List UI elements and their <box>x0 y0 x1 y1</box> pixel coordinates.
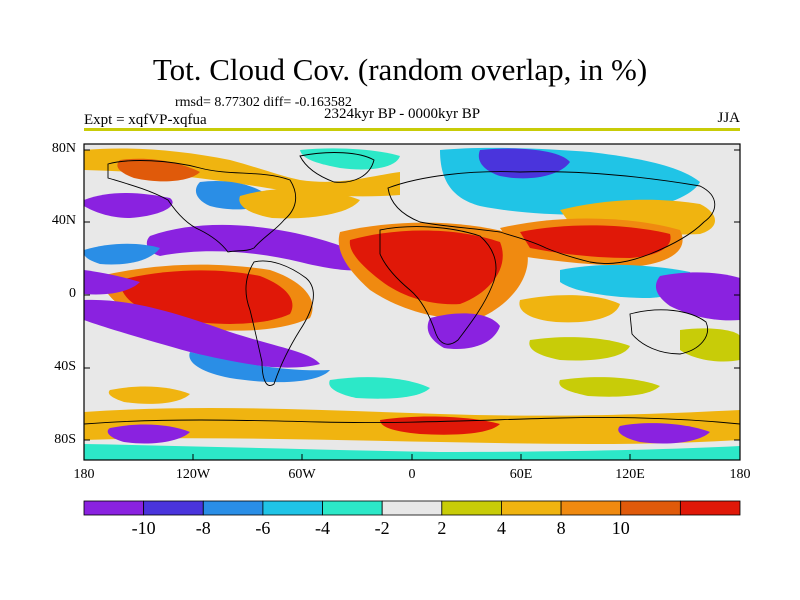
axis-ticks <box>83 149 741 460</box>
colorbar-box-4 <box>322 500 383 516</box>
coast-greenland <box>299 152 375 183</box>
colorbar-label-1: -8 <box>195 518 211 538</box>
period-label: 2324kyr BP - 0000kyr BP <box>324 106 481 122</box>
colorbar-box-10 <box>679 500 741 516</box>
contour-madagascar-violet <box>427 313 500 350</box>
colorbar-label-0: -10 <box>131 518 156 538</box>
contour-antarctic-violet-west <box>107 424 190 444</box>
lat-label-40s: 40S <box>54 359 76 374</box>
contour-greenland-cyan <box>300 148 400 170</box>
colorbar-box-1 <box>143 500 204 516</box>
experiment-label: Expt = xqfVP-xqfua <box>84 112 207 128</box>
lon-label-0: 0 <box>408 467 416 482</box>
contour-southern-yellow <box>559 377 660 397</box>
contour-eq-south-blue <box>189 352 330 383</box>
colorbar-box-7 <box>501 500 562 516</box>
colorbar-box-5 <box>381 500 443 516</box>
lon-label-120w: 120W <box>175 467 211 482</box>
colorbar-box-9 <box>620 500 681 516</box>
contour-southern-orange-a <box>108 386 190 404</box>
contour-eq-south-violet <box>84 299 320 368</box>
coast-antarctica <box>84 417 740 425</box>
colorbar-box-3 <box>262 500 323 516</box>
lat-label-80s: 80S <box>54 432 76 447</box>
colorbar-label-8: 10 <box>611 518 630 538</box>
coast-australia <box>629 309 708 355</box>
lon-label-60e: 60E <box>509 467 533 482</box>
colorbar-label-5: 2 <box>437 518 447 538</box>
lat-label-80n: 80N <box>51 141 76 156</box>
rmsd-diff-stats: rmsd= 8.77302 diff= -0.163582 <box>175 95 352 110</box>
lon-label-180w: 180 <box>73 467 95 482</box>
coast-eurasia <box>387 171 716 265</box>
figure-title: Tot. Cloud Cov. (random overlap, in %) <box>152 52 648 87</box>
season-label: JJA <box>717 110 740 126</box>
contour-asia-red <box>520 225 671 258</box>
colorbar-box-2 <box>202 500 264 516</box>
contour-tropical-band-violet <box>146 224 380 271</box>
contour-midlat-atlantic-orange <box>239 188 360 219</box>
contour-south-pacific-yellow <box>680 328 740 362</box>
contour-siberia-violet <box>478 148 570 179</box>
header-rule <box>84 128 740 131</box>
coast-north-america <box>107 160 297 253</box>
coast-africa <box>379 226 497 345</box>
colorbar-label-2: -6 <box>255 518 271 538</box>
lat-label-40n: 40N <box>51 213 76 228</box>
lat-label-eq: 0 <box>69 286 76 301</box>
contour-antarctic-cyan <box>84 444 740 460</box>
lon-label-120e: 120E <box>615 467 645 482</box>
contour-south-indian-yellow <box>529 337 630 361</box>
contour-antarctic-violet-east <box>618 423 710 444</box>
coastlines <box>84 152 740 425</box>
colorbar-box-8 <box>560 500 622 516</box>
colorbar-label-6: 4 <box>496 518 506 538</box>
contour-pacific-north-violet <box>84 193 173 218</box>
contour-equatorial-violet-west <box>84 270 140 295</box>
contour-tropical-band-blue <box>84 243 160 265</box>
colorbar-label-3: -4 <box>315 518 331 538</box>
colorbar-box-0 <box>83 500 145 516</box>
colorbar-label-4: -2 <box>374 518 390 538</box>
contour-indian-orange <box>519 295 620 323</box>
contour-west-pacific-violet <box>655 272 740 321</box>
contour-africa-red <box>349 230 503 305</box>
lon-label-60w: 60W <box>288 467 316 482</box>
coast-south-america <box>245 260 314 386</box>
colorbar <box>83 500 741 516</box>
contour-arctic-orange <box>84 148 400 197</box>
anomaly-contours <box>84 147 740 460</box>
contour-southern-cyan <box>329 377 430 399</box>
lon-label-180e: 180 <box>729 467 751 482</box>
contour-alaska-orange <box>117 158 200 182</box>
colorbar-label-7: 8 <box>556 518 566 538</box>
colorbar-box-6 <box>441 500 502 516</box>
